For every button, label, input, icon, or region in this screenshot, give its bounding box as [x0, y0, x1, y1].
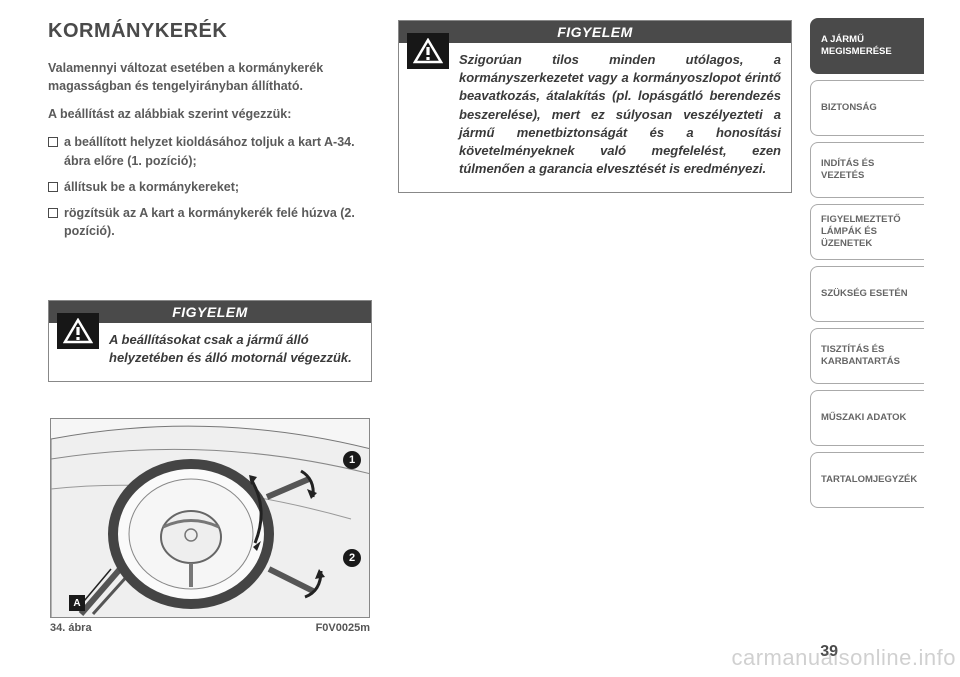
figure-caption-right: F0V0025m: [316, 622, 370, 634]
warning-box-right: FIGYELEM Szigorúan tilos minden utólagos…: [398, 20, 792, 193]
figure-caption-left: 34. ábra: [50, 622, 92, 634]
nav-tab-start-drive[interactable]: INDÍTÁS ÉS VEZETÉS: [810, 142, 924, 198]
figure-marker-a: A: [69, 595, 85, 611]
warning-title: FIGYELEM: [399, 21, 791, 43]
warning-text: Szigorúan tilos minden utólagos, a kormá…: [459, 51, 781, 178]
step-item: a beállított helyzet kioldásához toljuk …: [48, 133, 372, 169]
intro-2: A beállítást az alábbiak szerint végezzü…: [48, 105, 372, 123]
warning-triangle-icon: [57, 313, 99, 349]
nav-tab-emergency[interactable]: SZÜKSÉG ESETÉN: [810, 266, 924, 322]
warning-box-left: FIGYELEM A beállításokat csak a jármű ál…: [48, 300, 372, 382]
nav-tab-vehicle[interactable]: A JÁRMŰ MEGISMERÉSE: [810, 18, 924, 74]
watermark: carmanualsonline.info: [731, 645, 956, 671]
steps-list: a beállított helyzet kioldásához toljuk …: [48, 133, 372, 240]
figure-34: 1 2 A 34. ábra F0V0025m: [50, 418, 370, 634]
nav-tab-maintenance[interactable]: TISZTÍTÁS ÉS KARBANTARTÁS: [810, 328, 924, 384]
intro-1: Valamennyi változat esetében a kormányke…: [48, 59, 372, 95]
nav-tab-safety[interactable]: BIZTONSÁG: [810, 80, 924, 136]
step-item: rögzítsük az A kart a kormánykerék felé …: [48, 204, 372, 240]
page-title: KORMÁNYKERÉK: [48, 20, 372, 43]
side-nav: A JÁRMŰ MEGISMERÉSE BIZTONSÁG INDÍTÁS ÉS…: [810, 0, 924, 640]
step-item: állítsuk be a kormánykereket;: [48, 178, 372, 196]
nav-tab-warning-lights[interactable]: FIGYELMEZTETŐ LÁMPÁK ÉS ÜZENETEK: [810, 204, 924, 260]
nav-tab-index[interactable]: TARTALOMJEGYZÉK: [810, 452, 924, 508]
warning-triangle-icon: [407, 33, 449, 69]
nav-tab-tech-data[interactable]: MŰSZAKI ADATOK: [810, 390, 924, 446]
figure-image: 1 2 A: [50, 418, 370, 618]
warning-text: A beállításokat csak a jármű álló helyze…: [109, 331, 361, 367]
